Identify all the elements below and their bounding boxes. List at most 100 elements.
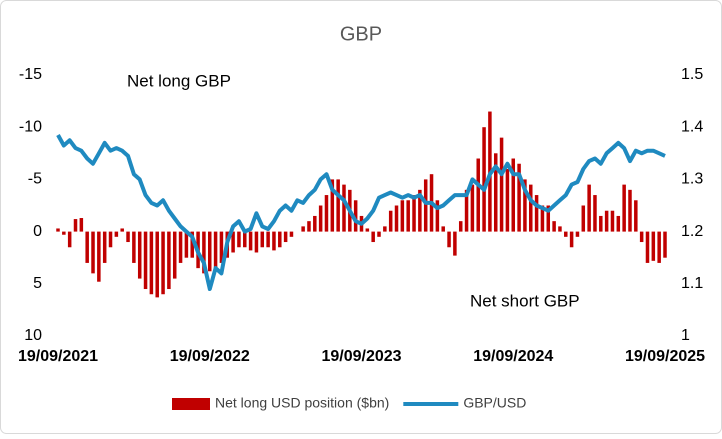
bar xyxy=(412,195,416,232)
bar xyxy=(283,231,288,243)
bar xyxy=(143,231,148,290)
bar xyxy=(155,231,159,298)
y-tick-label: -15 xyxy=(19,66,42,83)
bar xyxy=(663,231,667,258)
x-tick-label: 19/09/2021 xyxy=(18,348,98,365)
bar xyxy=(546,205,551,232)
bar xyxy=(231,231,235,253)
y-tick-label: -10 xyxy=(19,118,42,135)
bar xyxy=(102,231,107,263)
annotation: Net long GBP xyxy=(127,71,231,90)
bar xyxy=(260,231,265,248)
bar xyxy=(558,226,562,232)
bar xyxy=(237,231,241,248)
bar xyxy=(342,184,346,232)
bar xyxy=(178,231,183,263)
bar xyxy=(120,228,124,232)
bar xyxy=(511,158,516,232)
bar xyxy=(272,231,276,251)
bar xyxy=(453,231,457,256)
bar xyxy=(213,231,218,269)
bar xyxy=(423,179,428,232)
bar xyxy=(458,221,463,232)
bar xyxy=(616,215,621,232)
bar xyxy=(441,226,445,232)
bar xyxy=(651,231,656,261)
bar xyxy=(67,231,72,248)
bar xyxy=(634,200,638,232)
bar xyxy=(610,210,615,232)
bar xyxy=(418,189,422,232)
chart-title: GBP xyxy=(340,23,382,45)
bar xyxy=(62,231,66,235)
bar xyxy=(248,231,253,251)
bar xyxy=(569,231,574,248)
bar xyxy=(564,231,568,237)
bar xyxy=(243,231,247,248)
bar xyxy=(505,168,510,232)
bar xyxy=(278,231,282,248)
y2-tick-label: 1.4 xyxy=(681,118,703,135)
bar xyxy=(552,221,556,232)
bar xyxy=(172,231,177,279)
bar xyxy=(324,195,329,232)
legend-label: GBP/USD xyxy=(463,395,526,411)
bar xyxy=(470,184,475,232)
bar xyxy=(400,200,405,232)
y-tick-label: 10 xyxy=(24,327,42,344)
bar xyxy=(657,231,661,263)
bar xyxy=(365,228,370,232)
bar xyxy=(383,226,387,232)
bar xyxy=(56,228,60,232)
bar xyxy=(628,189,632,232)
bar xyxy=(330,179,335,232)
bar xyxy=(307,221,311,232)
bar xyxy=(593,195,597,232)
bar xyxy=(575,231,580,237)
bar xyxy=(645,231,650,263)
bar xyxy=(353,200,358,232)
bar xyxy=(254,231,259,253)
bar xyxy=(202,231,206,274)
bar xyxy=(149,231,154,295)
bar xyxy=(447,231,451,248)
y-tick-label: -5 xyxy=(28,171,42,188)
bar xyxy=(289,231,294,237)
bar xyxy=(108,231,113,248)
bar xyxy=(529,184,533,232)
bar xyxy=(435,200,440,232)
bar xyxy=(371,231,375,243)
y2-tick-label: 1.2 xyxy=(681,223,703,240)
bar xyxy=(523,179,527,232)
bar xyxy=(534,195,539,232)
bar xyxy=(313,215,317,232)
bar xyxy=(599,215,603,232)
annotation: Net short GBP xyxy=(470,291,580,310)
bar xyxy=(301,226,305,232)
y-tick-label: 0 xyxy=(33,223,42,240)
bar xyxy=(517,163,521,232)
bar xyxy=(493,153,498,232)
bar xyxy=(73,219,78,232)
x-tick-label: 19/09/2024 xyxy=(473,348,553,365)
bar xyxy=(482,127,486,232)
x-tick-label: 19/09/2022 xyxy=(170,348,250,365)
bar xyxy=(406,200,410,232)
bar xyxy=(604,210,609,232)
bar xyxy=(114,231,119,237)
bar xyxy=(266,231,270,248)
line xyxy=(56,134,666,291)
bar xyxy=(184,231,189,258)
bar xyxy=(499,137,504,232)
y2-tick-label: 1.1 xyxy=(681,275,703,292)
bar xyxy=(190,231,194,258)
y2-tick-label: 1.5 xyxy=(681,66,703,83)
y2-tick-label: 1 xyxy=(681,327,690,344)
bar xyxy=(622,184,626,232)
bar xyxy=(137,231,142,279)
bar xyxy=(97,231,101,282)
bar xyxy=(167,231,171,290)
x-tick-label: 19/09/2025 xyxy=(625,348,705,365)
bar xyxy=(126,231,130,243)
